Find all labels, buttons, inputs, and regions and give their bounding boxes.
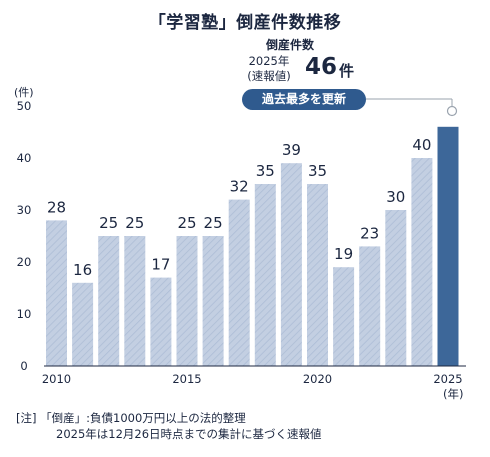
latest-value: 46 <box>305 54 338 80</box>
data-label-2012: 25 <box>99 214 118 232</box>
bar-2014 <box>150 277 172 366</box>
data-label-2016: 25 <box>204 214 223 232</box>
bar-2013 <box>124 236 146 366</box>
latest-year-line2: (速報値) <box>247 69 291 83</box>
footnote-line1: [注] 「倒産」:負債1000万円以上の法的整理 <box>16 411 246 425</box>
data-label-2022: 23 <box>360 224 379 242</box>
y-tick-30: 30 <box>17 203 32 217</box>
data-label-2018: 35 <box>256 162 275 180</box>
x-axis-unit: (年) <box>443 387 463 401</box>
bar-2012 <box>98 236 120 366</box>
data-label-2023: 30 <box>386 188 405 206</box>
bar-2010 <box>46 220 67 366</box>
footnote: [注] 「倒産」:負債1000万円以上の法的整理 2025年は12月26日時点ま… <box>16 410 322 442</box>
bar-2022 <box>359 246 381 366</box>
callout-connector <box>366 98 458 117</box>
data-label-2011: 16 <box>73 261 92 279</box>
data-label-2014: 17 <box>151 256 170 274</box>
bar-2011 <box>72 282 94 366</box>
data-label-2021: 19 <box>334 245 353 263</box>
bars-layer <box>46 126 459 366</box>
bar-2020 <box>307 184 328 366</box>
y-tick-10: 10 <box>17 307 32 321</box>
record-badge: 過去最多を更新 <box>242 89 366 110</box>
data-label-2013: 25 <box>125 214 144 232</box>
labels-layer: 28 16 25 25 17 25 25 32 35 39 35 19 23 30 40 <box>47 136 431 279</box>
x-axis: 2010 2015 2020 2025 <box>42 372 463 386</box>
data-label-2019: 39 <box>282 141 301 159</box>
bar-2021 <box>333 267 355 366</box>
y-tick-50: 50 <box>17 99 32 113</box>
bar-2015 <box>176 236 198 366</box>
data-label-2017: 32 <box>230 178 249 196</box>
bar-2016 <box>202 236 224 366</box>
data-label-2020: 35 <box>308 162 327 180</box>
chart-title: 「学習塾」倒産件数推移 <box>148 13 342 33</box>
latest-value-callout: 2025年 (速報値) 46 件 <box>236 54 386 90</box>
series-label: 倒産件数 <box>265 38 314 52</box>
latest-year-label: 2025年 (速報値) <box>236 54 302 84</box>
bar-2023 <box>385 210 407 366</box>
latest-unit: 件 <box>339 62 355 80</box>
bar-2024 <box>411 158 433 366</box>
y-tick-40: 40 <box>17 151 32 165</box>
x-tick-2025: 2025 <box>433 372 462 386</box>
x-tick-2020: 2020 <box>303 372 332 386</box>
data-label-2010: 28 <box>47 198 66 216</box>
x-tick-2010: 2010 <box>42 372 71 386</box>
y-axis-unit: (件) <box>14 86 34 99</box>
latest-year-line1: 2025年 <box>248 54 290 68</box>
footnote-line2: 2025年は12月26日時点までの集計に基づく速報値 <box>56 427 322 441</box>
bar-2018 <box>254 184 276 366</box>
bar-2019 <box>280 163 302 366</box>
bar-2025 <box>437 126 459 366</box>
bar-2017 <box>228 199 250 366</box>
x-tick-2015: 2015 <box>172 372 201 386</box>
y-tick-20: 20 <box>17 255 32 269</box>
y-tick-0: 0 <box>20 359 27 373</box>
data-label-2024: 40 <box>412 136 431 154</box>
data-label-2015: 25 <box>177 214 196 232</box>
y-axis: 0 10 20 30 40 50 <box>17 99 32 373</box>
